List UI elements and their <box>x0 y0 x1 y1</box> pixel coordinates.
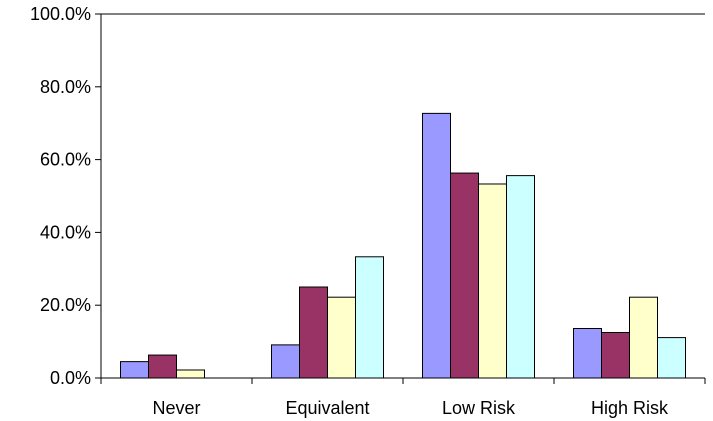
labels-layer: 0.0% 20.0% 40.0% 60.0% 80.0% 100.0% Never Equiv… <box>30 4 669 418</box>
bar-3-series-4 <box>506 175 535 379</box>
y-tick-label: 40.0% <box>40 222 91 242</box>
bar-3-series-2 <box>450 172 479 379</box>
x-category-label: Never <box>152 398 200 418</box>
y-tick-label: 100.0% <box>30 4 91 24</box>
bar-1-series-3 <box>176 369 205 379</box>
bar-3-series-1 <box>422 112 451 379</box>
bar-1-series-1 <box>120 361 149 379</box>
y-tick-label: 0.0% <box>50 368 91 388</box>
bar-2-series-1 <box>271 344 300 379</box>
bar-4-series-3 <box>629 296 658 379</box>
x-category-label: High Risk <box>591 398 669 418</box>
bars-layer <box>120 112 686 379</box>
bar-4-series-2 <box>601 332 630 379</box>
bar-2-series-2 <box>299 286 328 379</box>
y-tick-label: 60.0% <box>40 150 91 170</box>
y-tick-label: 20.0% <box>40 295 91 315</box>
x-category-label: Low Risk <box>442 398 516 418</box>
x-category-label: Equivalent <box>285 398 369 418</box>
y-tick-label: 80.0% <box>40 77 91 97</box>
axes-layer <box>95 13 706 384</box>
bar-2-series-4 <box>355 256 384 379</box>
bar-4-series-1 <box>573 327 602 379</box>
bar-3-series-3 <box>478 183 507 379</box>
bar-4-series-4 <box>657 337 686 379</box>
bar-1-series-2 <box>148 354 177 379</box>
bar-2-series-3 <box>327 296 356 379</box>
